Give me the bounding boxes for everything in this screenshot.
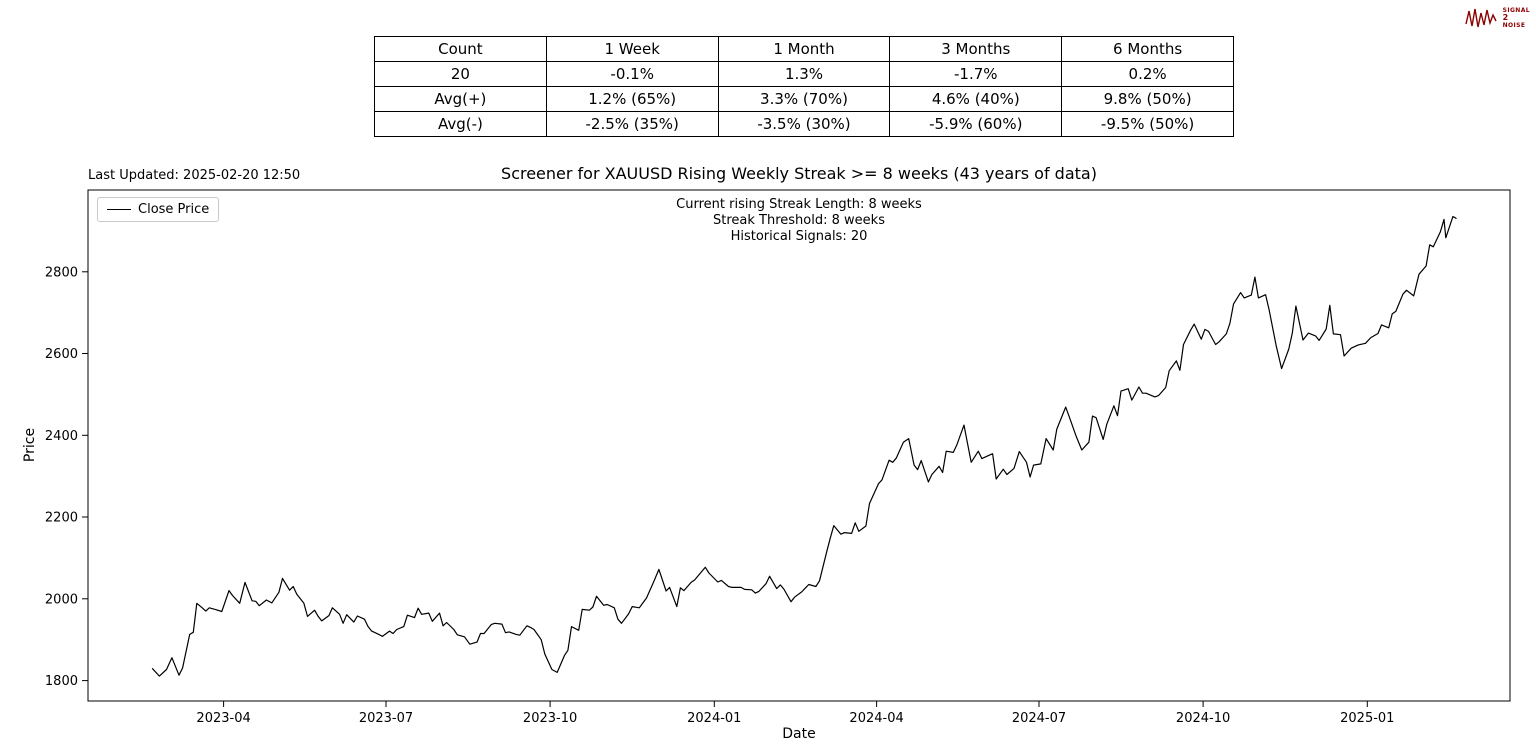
svg-text:2023-07: 2023-07 — [359, 711, 413, 726]
table-row: Avg(+) 1.2% (65%) 3.3% (70%) 4.6% (40%) 9.8%… — [374, 86, 1234, 112]
svg-text:2000: 2000 — [45, 592, 78, 607]
table-header-cell: Count — [374, 36, 547, 62]
stats-table: Count 1 Week 1 Month 3 Months 6 Months 20 -0.… — [374, 36, 1234, 137]
table-row: Avg(-) -2.5% (35%) -3.5% (30%) -5.9% (60%) -… — [374, 111, 1234, 137]
svg-text:2800: 2800 — [45, 265, 78, 280]
table-header-cell: 6 Months — [1061, 36, 1234, 62]
logo-line-noise: NOISE — [1502, 22, 1526, 29]
svg-text:2024-07: 2024-07 — [1012, 711, 1066, 726]
table-cell: 3.3% (70%) — [717, 86, 891, 112]
table-header-cell: 3 Months — [889, 36, 1063, 62]
table-cell: 1.3% — [717, 61, 891, 87]
logo-line-2: 2 — [1502, 13, 1509, 22]
table-cell: 20 — [374, 61, 547, 87]
table-header-cell: 1 Week — [545, 36, 719, 62]
svg-text:2023-10: 2023-10 — [523, 711, 577, 726]
table-header-cell: 1 Month — [717, 36, 891, 62]
svg-text:2024-10: 2024-10 — [1176, 711, 1230, 726]
x-axis-label: Date — [782, 726, 816, 742]
svg-text:1800: 1800 — [45, 674, 78, 689]
legend: Close Price — [97, 197, 220, 222]
waveform-icon — [1464, 8, 1497, 28]
table-cell: -5.9% (60%) — [889, 111, 1063, 137]
logo-text: SIGNAL 2 NOISE — [1503, 7, 1530, 29]
svg-text:2024-01: 2024-01 — [687, 711, 741, 726]
chart-title: Screener for XAUUSD Rising Weekly Streak… — [501, 164, 1097, 183]
table-cell: Avg(-) — [374, 111, 547, 137]
svg-text:2023-04: 2023-04 — [196, 711, 250, 726]
table-cell: -2.5% (35%) — [545, 111, 719, 137]
table-cell: -0.1% — [545, 61, 719, 87]
legend-label: Close Price — [138, 202, 210, 217]
svg-text:2600: 2600 — [45, 347, 78, 362]
annotation-historical-signals: Historical Signals: 20 — [730, 229, 868, 244]
table-cell: -3.5% (30%) — [717, 111, 891, 137]
svg-text:2024-04: 2024-04 — [849, 711, 903, 726]
table-cell: -9.5% (50%) — [1061, 111, 1234, 137]
table-cell: 0.2% — [1061, 61, 1234, 87]
annotation-streak-threshold: Streak Threshold: 8 weeks — [713, 213, 885, 228]
last-updated-text: Last Updated: 2025-02-20 12:50 — [88, 168, 301, 183]
table-row: 20 -0.1% 1.3% -1.7% 0.2% — [374, 61, 1234, 87]
y-axis-label: Price — [22, 427, 38, 463]
table-cell: -1.7% — [889, 61, 1063, 87]
table-cell: Avg(+) — [374, 86, 547, 112]
chart-annotations: Current rising Streak Length: 8 weeks St… — [676, 197, 922, 245]
svg-text:2025-01: 2025-01 — [1340, 711, 1394, 726]
table-cell: 1.2% (65%) — [545, 86, 719, 112]
svg-text:2400: 2400 — [45, 429, 78, 444]
signal2noise-logo: SIGNAL 2 NOISE — [1464, 4, 1530, 32]
table-cell: 4.6% (40%) — [889, 86, 1063, 112]
table-header-row: Count 1 Week 1 Month 3 Months 6 Months — [374, 36, 1234, 62]
annotation-streak-length: Current rising Streak Length: 8 weeks — [676, 197, 922, 212]
logo-line-signal: SIGNAL — [1502, 7, 1530, 14]
svg-text:2200: 2200 — [45, 511, 78, 526]
table-cell: 9.8% (50%) — [1061, 86, 1234, 112]
legend-line-sample — [107, 209, 131, 210]
